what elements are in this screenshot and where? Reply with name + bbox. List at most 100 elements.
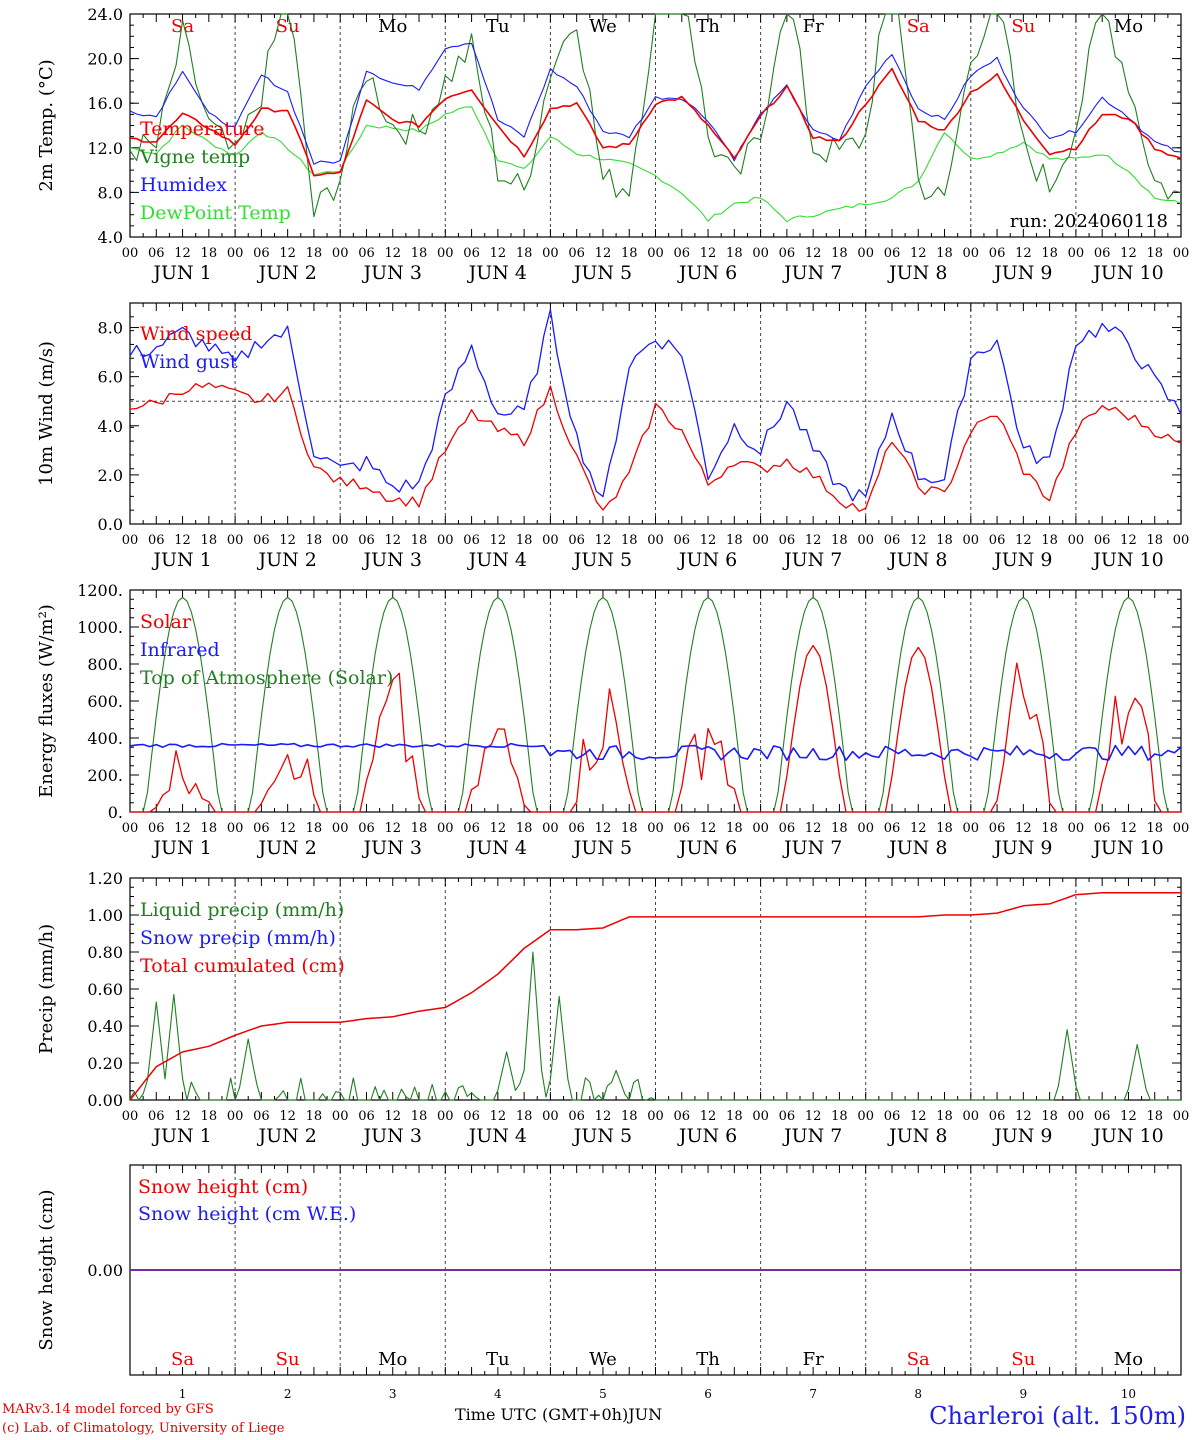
hour-tick-label: 18 (936, 1109, 953, 1124)
day-label: Mo (378, 1349, 407, 1370)
y-tick-label: 12.0 (87, 139, 123, 158)
hour-tick-label: 00 (437, 821, 454, 836)
hour-tick-label: 06 (779, 246, 796, 261)
hour-tick-label: 18 (411, 533, 428, 548)
date-label: JUN 8 (887, 549, 947, 571)
hour-tick-label: 06 (358, 821, 375, 836)
hour-tick-label: 12 (490, 1109, 507, 1124)
date-label: JUN 5 (572, 262, 632, 284)
hour-tick-label: 00 (963, 821, 980, 836)
hour-tick-label: 18 (306, 1109, 323, 1124)
hour-tick-label: 18 (936, 821, 953, 836)
hour-tick-label: 12 (805, 246, 822, 261)
hour-tick-label: 12 (279, 1109, 296, 1124)
legend-vigne-temp: Vigne temp (139, 146, 250, 168)
hour-tick-label: 12 (1015, 533, 1032, 548)
series-liquid-precip (129, 951, 1181, 1101)
hour-tick-label: 06 (779, 1109, 796, 1124)
station-name: Charleroi (alt. 150m) (929, 1402, 1186, 1430)
date-label: JUN 2 (256, 837, 316, 859)
date-label: JUN 9 (992, 549, 1052, 571)
hour-tick-label: 06 (884, 246, 901, 261)
hour-tick-label: 18 (201, 246, 218, 261)
date-label: JUN 8 (887, 837, 947, 859)
hour-tick-label: 06 (1094, 1109, 1111, 1124)
date-label: JUN 2 (256, 549, 316, 571)
x-axis-label: Time UTC (GMT+0h) (455, 1405, 629, 1424)
hour-tick-label: 18 (1041, 821, 1058, 836)
date-label: JUN 7 (782, 549, 842, 571)
hour-tick-label: 06 (148, 533, 165, 548)
hour-tick-label: 06 (674, 246, 691, 261)
y-tick-label: 8.0 (98, 183, 123, 202)
day-label: Th (696, 16, 720, 37)
hour-tick-label: 18 (306, 821, 323, 836)
hour-tick-label: 00 (227, 1109, 244, 1124)
hour-tick-label: 06 (884, 533, 901, 548)
hour-tick-label: 00 (332, 533, 349, 548)
hour-tick-label: 12 (595, 821, 612, 836)
date-label: JUN 3 (362, 1125, 422, 1147)
hour-tick-label: 18 (621, 821, 638, 836)
day-label: Sa (907, 1349, 930, 1370)
hour-tick-label: 00 (647, 821, 664, 836)
hour-tick-label: 18 (201, 533, 218, 548)
hour-tick-label: 06 (1094, 246, 1111, 261)
hour-tick-label: 18 (831, 246, 848, 261)
hour-tick-label: 00 (647, 1109, 664, 1124)
hour-tick-label: 18 (516, 533, 533, 548)
hour-tick-label: 18 (621, 533, 638, 548)
legend-wind-gust: Wind gust (140, 351, 238, 373)
day-label: Su (1011, 1349, 1035, 1370)
hour-tick-label: 06 (674, 533, 691, 548)
legend-temperature: Temperature (140, 118, 264, 140)
hour-tick-label: 00 (1173, 1109, 1190, 1124)
day-label: We (589, 16, 617, 37)
day-label: Mo (378, 16, 407, 37)
hour-tick-label: 06 (358, 533, 375, 548)
hour-tick-label: 00 (122, 246, 139, 261)
hour-tick-label: 06 (568, 533, 585, 548)
date-label: JUN 6 (677, 1125, 737, 1147)
hour-tick-label: 06 (674, 1109, 691, 1124)
hour-tick-label: 00 (542, 533, 559, 548)
y-tick-label: 6.0 (98, 368, 123, 387)
hour-tick-label: 18 (516, 246, 533, 261)
hour-tick-label: 00 (437, 1109, 454, 1124)
hour-tick-label: 00 (752, 1109, 769, 1124)
legend-humidex: Humidex (140, 174, 227, 196)
hour-tick-label: 18 (1041, 246, 1058, 261)
hour-tick-label: 12 (595, 533, 612, 548)
hour-tick-label: 00 (227, 533, 244, 548)
hour-tick-label: 00 (647, 246, 664, 261)
hour-tick-label: 00 (963, 1109, 980, 1124)
hour-tick-label: 12 (700, 533, 717, 548)
hour-tick-label: 00 (437, 533, 454, 548)
hour-tick-label: 12 (805, 821, 822, 836)
day-label: Sa (171, 16, 194, 37)
series-humidex (129, 42, 1182, 165)
y-tick-label: 2.0 (98, 466, 123, 485)
day-label: Th (696, 1349, 720, 1370)
y-tick-label: 200. (87, 766, 123, 785)
day-label: Tu (486, 1349, 510, 1370)
hour-tick-label: 12 (1120, 821, 1137, 836)
legend-infrared: Infrared (140, 639, 220, 661)
date-label: JUN 5 (572, 549, 632, 571)
hour-tick-label: 18 (201, 1109, 218, 1124)
hour-tick-label: 12 (595, 1109, 612, 1124)
hour-tick-label: 18 (1041, 1109, 1058, 1124)
hour-tick-label: 18 (516, 1109, 533, 1124)
hour-tick-label: 18 (726, 246, 743, 261)
date-number: 8 (914, 1387, 922, 1401)
y-tick-label: 4.0 (98, 228, 123, 247)
date-label: JUN 8 (887, 262, 947, 284)
date-label: JUN 7 (782, 262, 842, 284)
date-label: JUN 4 (467, 262, 527, 284)
date-label: JUN 10 (1091, 549, 1163, 571)
legend-liquid-precip-mm-h-: Liquid precip (mm/h) (140, 899, 344, 921)
date-label: JUN 1 (151, 262, 211, 284)
date-label: JUN 2 (256, 1125, 316, 1147)
legend-snow-precip-mm-h-: Snow precip (mm/h) (140, 927, 336, 949)
date-label: JUN 6 (677, 549, 737, 571)
